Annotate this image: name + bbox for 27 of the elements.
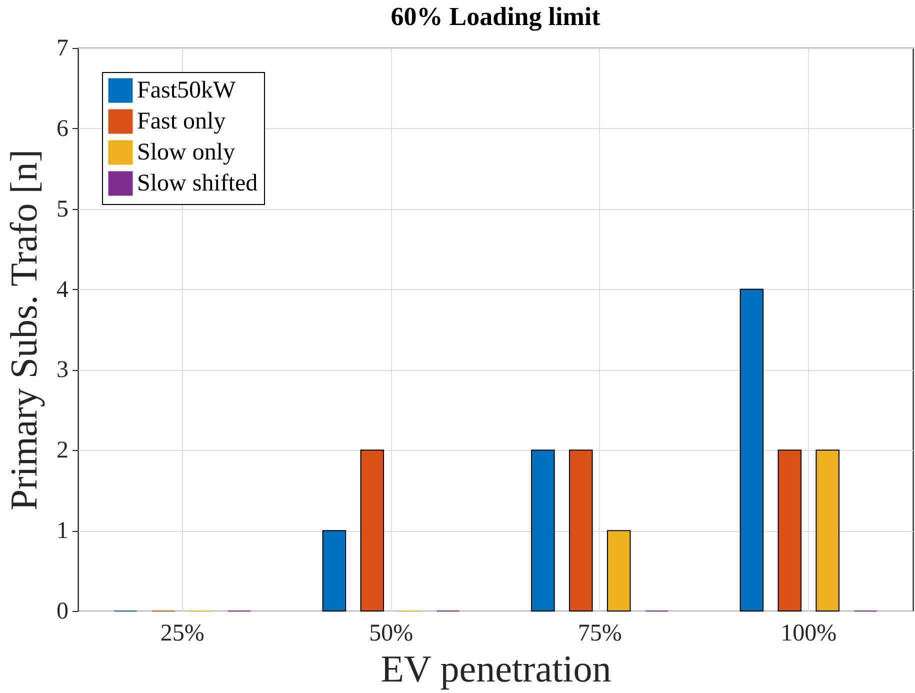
y-tick-label: 6 <box>56 116 68 142</box>
bar <box>569 450 593 612</box>
x-axis-title: EV penetration <box>380 648 612 690</box>
y-tick-label: 2 <box>56 438 68 464</box>
y-axis-title: Primary Subs. Trafo [n] <box>4 149 46 511</box>
bar <box>322 530 346 612</box>
y-tick-label: 0 <box>56 598 68 624</box>
legend-label: Fast50kW <box>137 78 236 104</box>
x-tick-label: 50% <box>369 620 414 646</box>
x-tick-label: 25% <box>160 620 204 646</box>
bar <box>778 450 802 612</box>
bar <box>816 450 840 612</box>
bar <box>740 288 764 612</box>
x-tick-label: 100% <box>780 620 837 646</box>
bar <box>531 450 555 612</box>
legend-label: Slow shifted <box>137 170 258 196</box>
y-tick-label: 7 <box>56 36 68 62</box>
y-tick-label: 5 <box>56 196 68 222</box>
legend-label: Fast only <box>137 108 226 134</box>
chart-title: 60% Loading limit <box>390 2 601 31</box>
bar <box>606 530 631 612</box>
x-tick-label: 75% <box>578 620 622 646</box>
bar <box>360 450 384 612</box>
y-tick-label: 1 <box>56 518 68 544</box>
y-tick-label: 4 <box>56 276 68 303</box>
legend-label: Slow only <box>137 140 236 166</box>
y-tick-label: 3 <box>56 357 68 384</box>
